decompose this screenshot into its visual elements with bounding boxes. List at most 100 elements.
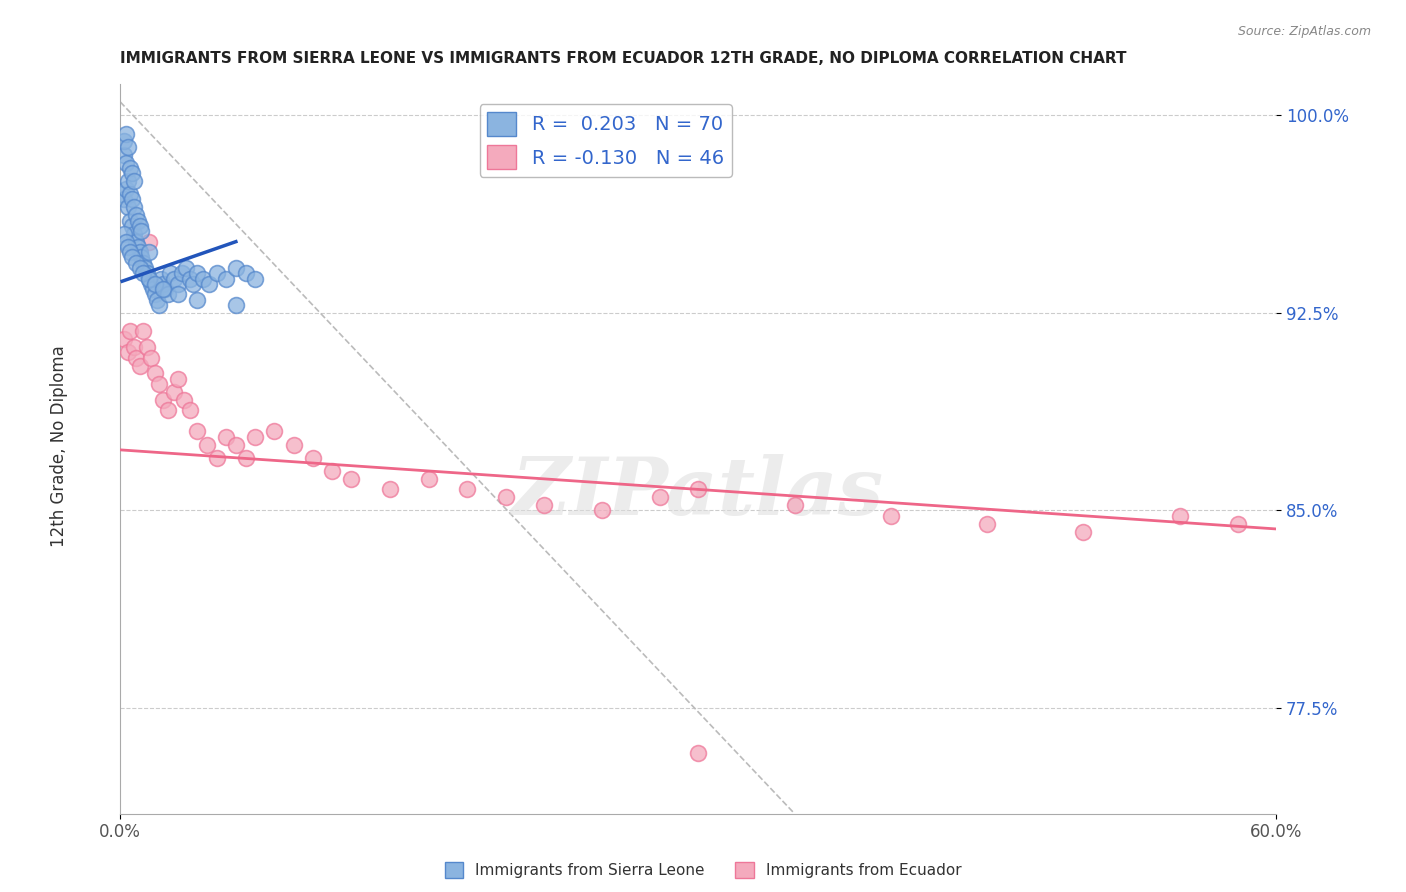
- Point: [122, 227, 145, 241]
- Point: [118, 161, 141, 175]
- Point: [183, 277, 205, 291]
- Point: [121, 219, 143, 233]
- Point: [225, 298, 247, 312]
- Point: [139, 351, 162, 365]
- Point: [191, 271, 214, 285]
- Point: [243, 430, 266, 444]
- Point: [167, 372, 190, 386]
- Point: [263, 425, 285, 439]
- Point: [117, 345, 139, 359]
- Point: [115, 235, 138, 249]
- Point: [533, 498, 555, 512]
- Point: [880, 508, 903, 523]
- Point: [139, 277, 162, 291]
- Point: [117, 140, 139, 154]
- Point: [456, 483, 478, 497]
- Point: [125, 235, 148, 249]
- Point: [179, 403, 201, 417]
- Point: [688, 746, 710, 760]
- Point: [115, 155, 138, 169]
- Point: [783, 498, 806, 512]
- Point: [495, 491, 517, 505]
- Point: [186, 293, 208, 307]
- Point: [122, 174, 145, 188]
- Point: [136, 340, 159, 354]
- Point: [225, 437, 247, 451]
- Point: [163, 271, 186, 285]
- Point: [128, 260, 150, 275]
- Point: [112, 193, 135, 207]
- Point: [143, 367, 166, 381]
- Point: [198, 277, 221, 291]
- Point: [152, 277, 174, 291]
- Point: [688, 483, 710, 497]
- Point: [117, 201, 139, 215]
- Point: [143, 277, 166, 291]
- Legend: R =  0.203   N = 70, R = -0.130   N = 46: R = 0.203 N = 70, R = -0.130 N = 46: [479, 104, 733, 177]
- Point: [117, 240, 139, 254]
- Point: [128, 219, 150, 233]
- Point: [128, 359, 150, 373]
- Point: [131, 224, 153, 238]
- Point: [138, 271, 160, 285]
- Point: [186, 425, 208, 439]
- Point: [111, 187, 134, 202]
- Point: [157, 403, 180, 417]
- Point: [132, 256, 155, 270]
- Point: [118, 245, 141, 260]
- Point: [138, 235, 160, 249]
- Point: [1073, 524, 1095, 539]
- Point: [235, 266, 257, 280]
- Point: [118, 187, 141, 202]
- Point: [152, 282, 174, 296]
- Text: 12th Grade, No Diploma: 12th Grade, No Diploma: [51, 345, 67, 547]
- Point: [215, 430, 238, 444]
- Point: [118, 324, 141, 338]
- Point: [131, 251, 153, 265]
- Legend: Immigrants from Sierra Leone, Immigrants from Ecuador: Immigrants from Sierra Leone, Immigrants…: [439, 856, 967, 884]
- Point: [195, 437, 218, 451]
- Point: [138, 245, 160, 260]
- Point: [122, 201, 145, 215]
- Text: IMMIGRANTS FROM SIERRA LEONE VS IMMIGRANTS FROM ECUADOR 12TH GRADE, NO DIPLOMA C: IMMIGRANTS FROM SIERRA LEONE VS IMMIGRAN…: [121, 51, 1126, 66]
- Point: [143, 287, 166, 301]
- Point: [157, 287, 180, 301]
- Point: [340, 472, 363, 486]
- Point: [112, 332, 135, 346]
- Point: [167, 277, 190, 291]
- Point: [112, 147, 135, 161]
- Point: [283, 437, 305, 451]
- Point: [302, 450, 325, 465]
- Point: [127, 213, 149, 227]
- Point: [152, 392, 174, 407]
- Point: [146, 293, 169, 307]
- Point: [132, 266, 155, 280]
- Point: [170, 266, 193, 280]
- Text: ZIPatlas: ZIPatlas: [512, 454, 884, 531]
- Point: [112, 227, 135, 241]
- Point: [976, 516, 998, 531]
- Point: [115, 127, 138, 141]
- Point: [125, 351, 148, 365]
- Point: [235, 450, 257, 465]
- Point: [205, 266, 228, 280]
- Point: [138, 271, 160, 285]
- Point: [591, 503, 613, 517]
- Point: [243, 271, 266, 285]
- Point: [127, 240, 149, 254]
- Point: [125, 256, 148, 270]
- Text: Source: ZipAtlas.com: Source: ZipAtlas.com: [1237, 25, 1371, 38]
- Point: [136, 266, 159, 280]
- Point: [121, 193, 143, 207]
- Point: [167, 287, 190, 301]
- Point: [321, 464, 343, 478]
- Point: [378, 483, 401, 497]
- Point: [186, 266, 208, 280]
- Point: [163, 384, 186, 399]
- Point: [1226, 516, 1249, 531]
- Point: [205, 450, 228, 465]
- Point: [115, 182, 138, 196]
- Point: [132, 324, 155, 338]
- Point: [148, 376, 170, 391]
- Point: [121, 166, 143, 180]
